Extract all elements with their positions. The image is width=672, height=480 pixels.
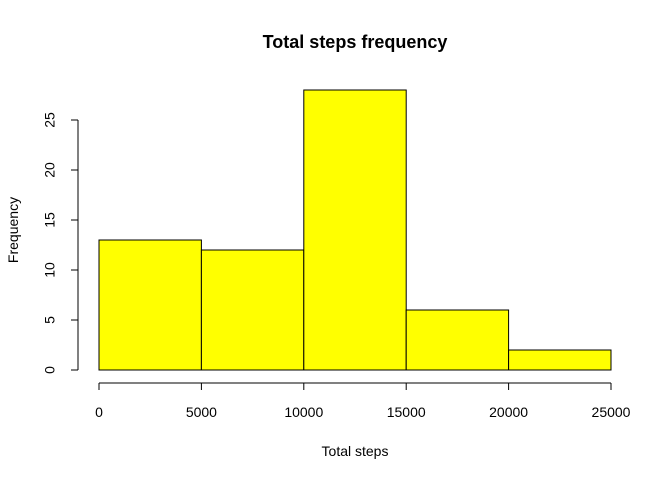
x-tick-label: 0 [95, 404, 103, 420]
y-tick-label: 10 [42, 262, 58, 278]
chart-title: Total steps frequency [263, 32, 448, 52]
y-axis-ticks: 0 5 10 15 20 25 [42, 112, 78, 374]
y-tick-label: 5 [42, 316, 58, 324]
x-axis-label: Total steps [322, 443, 389, 459]
histogram-bar [508, 349, 612, 371]
y-axis-label: Frequency [5, 197, 21, 263]
histogram-bar [200, 249, 305, 371]
x-tick-label: 15000 [387, 404, 426, 420]
y-tick-label: 25 [42, 112, 58, 128]
x-axis-ticks: 0 5000 10000 15000 20000 25000 [95, 383, 631, 420]
histogram-bar [98, 239, 202, 371]
x-tick-label: 10000 [284, 404, 323, 420]
y-tick-label: 0 [42, 366, 58, 374]
histogram-bar [405, 309, 510, 371]
x-tick-label: 20000 [489, 404, 528, 420]
histogram-bars [98, 89, 612, 371]
y-tick-label: 15 [42, 212, 58, 228]
x-tick-label: 25000 [592, 404, 631, 420]
histogram-bar [303, 89, 407, 371]
x-tick-label: 5000 [186, 404, 217, 420]
y-tick-label: 20 [42, 162, 58, 178]
